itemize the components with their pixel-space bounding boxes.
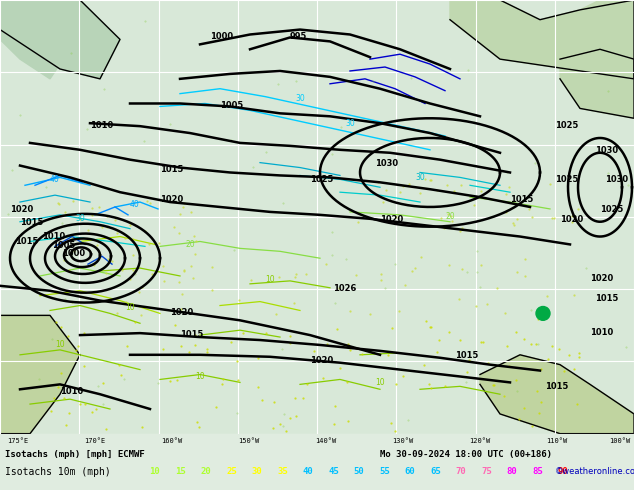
- Text: 1015: 1015: [15, 238, 39, 246]
- Text: 30: 30: [295, 94, 305, 103]
- Text: 40: 40: [302, 467, 313, 476]
- Text: 35: 35: [277, 467, 288, 476]
- Text: 70: 70: [456, 467, 467, 476]
- Text: 30: 30: [75, 214, 85, 223]
- Text: 10: 10: [150, 467, 160, 476]
- Text: Mo 30-09-2024 18:00 UTC (00+186): Mo 30-09-2024 18:00 UTC (00+186): [380, 450, 552, 459]
- Text: 1030: 1030: [375, 159, 398, 168]
- Text: 1025: 1025: [310, 175, 333, 184]
- Text: 110°W: 110°W: [547, 438, 567, 443]
- Text: 10: 10: [375, 378, 385, 387]
- Text: Isotachs (mph) [mph] ECMWF: Isotachs (mph) [mph] ECMWF: [5, 450, 145, 459]
- Text: 25: 25: [226, 467, 237, 476]
- Polygon shape: [580, 0, 634, 39]
- Text: 1015: 1015: [160, 166, 183, 174]
- Text: 140°W: 140°W: [315, 438, 337, 443]
- Text: 1020: 1020: [310, 356, 333, 365]
- Text: 45: 45: [328, 467, 339, 476]
- Text: 1005: 1005: [52, 242, 75, 250]
- Text: 160°W: 160°W: [162, 438, 183, 443]
- Text: 75: 75: [481, 467, 492, 476]
- Text: 170°E: 170°E: [84, 438, 106, 443]
- Text: Isotachs 10m (mph): Isotachs 10m (mph): [5, 467, 111, 477]
- Polygon shape: [0, 0, 634, 434]
- Text: 1000: 1000: [62, 249, 85, 258]
- Text: 1015: 1015: [180, 330, 204, 339]
- Polygon shape: [560, 49, 634, 118]
- Text: ©weatheronline.co.uk: ©weatheronline.co.uk: [555, 467, 634, 476]
- Text: 1015: 1015: [20, 218, 43, 227]
- Text: 60: 60: [404, 467, 415, 476]
- Text: 30: 30: [345, 119, 355, 128]
- Text: 995: 995: [290, 32, 307, 42]
- Text: 175°E: 175°E: [8, 438, 29, 443]
- Text: 10: 10: [55, 341, 65, 349]
- Polygon shape: [450, 0, 634, 79]
- Polygon shape: [0, 0, 120, 79]
- Text: 1000: 1000: [210, 32, 233, 42]
- Text: 100°W: 100°W: [609, 438, 631, 443]
- Text: 1030: 1030: [595, 146, 618, 155]
- Text: 80: 80: [507, 467, 517, 476]
- Text: 1010: 1010: [60, 387, 83, 396]
- Text: 1030: 1030: [605, 175, 628, 184]
- Text: 1015: 1015: [510, 195, 533, 204]
- Text: 85: 85: [532, 467, 543, 476]
- Text: 1010: 1010: [590, 328, 613, 337]
- Text: 40: 40: [130, 200, 140, 210]
- Text: 1020: 1020: [160, 195, 183, 204]
- Text: 20: 20: [200, 467, 211, 476]
- Text: 1026: 1026: [333, 284, 356, 293]
- Text: 10: 10: [125, 303, 135, 312]
- Text: 15: 15: [175, 467, 186, 476]
- Text: 1020: 1020: [590, 274, 613, 283]
- Text: 1020: 1020: [10, 205, 33, 214]
- Polygon shape: [0, 316, 80, 434]
- Text: 55: 55: [379, 467, 390, 476]
- Polygon shape: [0, 20, 70, 79]
- Text: 1025: 1025: [555, 175, 578, 184]
- Text: 30: 30: [252, 467, 262, 476]
- Text: 120°W: 120°W: [469, 438, 491, 443]
- Text: 50: 50: [354, 467, 365, 476]
- Polygon shape: [480, 355, 634, 434]
- Text: 65: 65: [430, 467, 441, 476]
- Text: 20: 20: [185, 240, 195, 249]
- Text: 130°W: 130°W: [392, 438, 413, 443]
- Text: 1010: 1010: [42, 231, 65, 241]
- Text: 10: 10: [265, 275, 275, 284]
- Text: 90: 90: [558, 467, 568, 476]
- Text: 1020: 1020: [380, 215, 403, 224]
- Text: 1025: 1025: [555, 121, 578, 130]
- Text: 1015: 1015: [595, 294, 618, 303]
- Text: 1020: 1020: [170, 308, 193, 318]
- Text: 1020: 1020: [560, 215, 583, 224]
- Text: 1005: 1005: [220, 101, 243, 110]
- Text: 10: 10: [195, 372, 205, 381]
- Text: 1025: 1025: [600, 205, 623, 214]
- Text: 30: 30: [415, 173, 425, 182]
- Text: 1015: 1015: [455, 351, 479, 360]
- Circle shape: [536, 307, 550, 320]
- Text: 150°W: 150°W: [238, 438, 260, 443]
- Text: 40: 40: [50, 175, 60, 184]
- Text: 1015: 1015: [545, 382, 568, 392]
- Text: 1010: 1010: [90, 121, 113, 130]
- Text: 20: 20: [445, 212, 455, 221]
